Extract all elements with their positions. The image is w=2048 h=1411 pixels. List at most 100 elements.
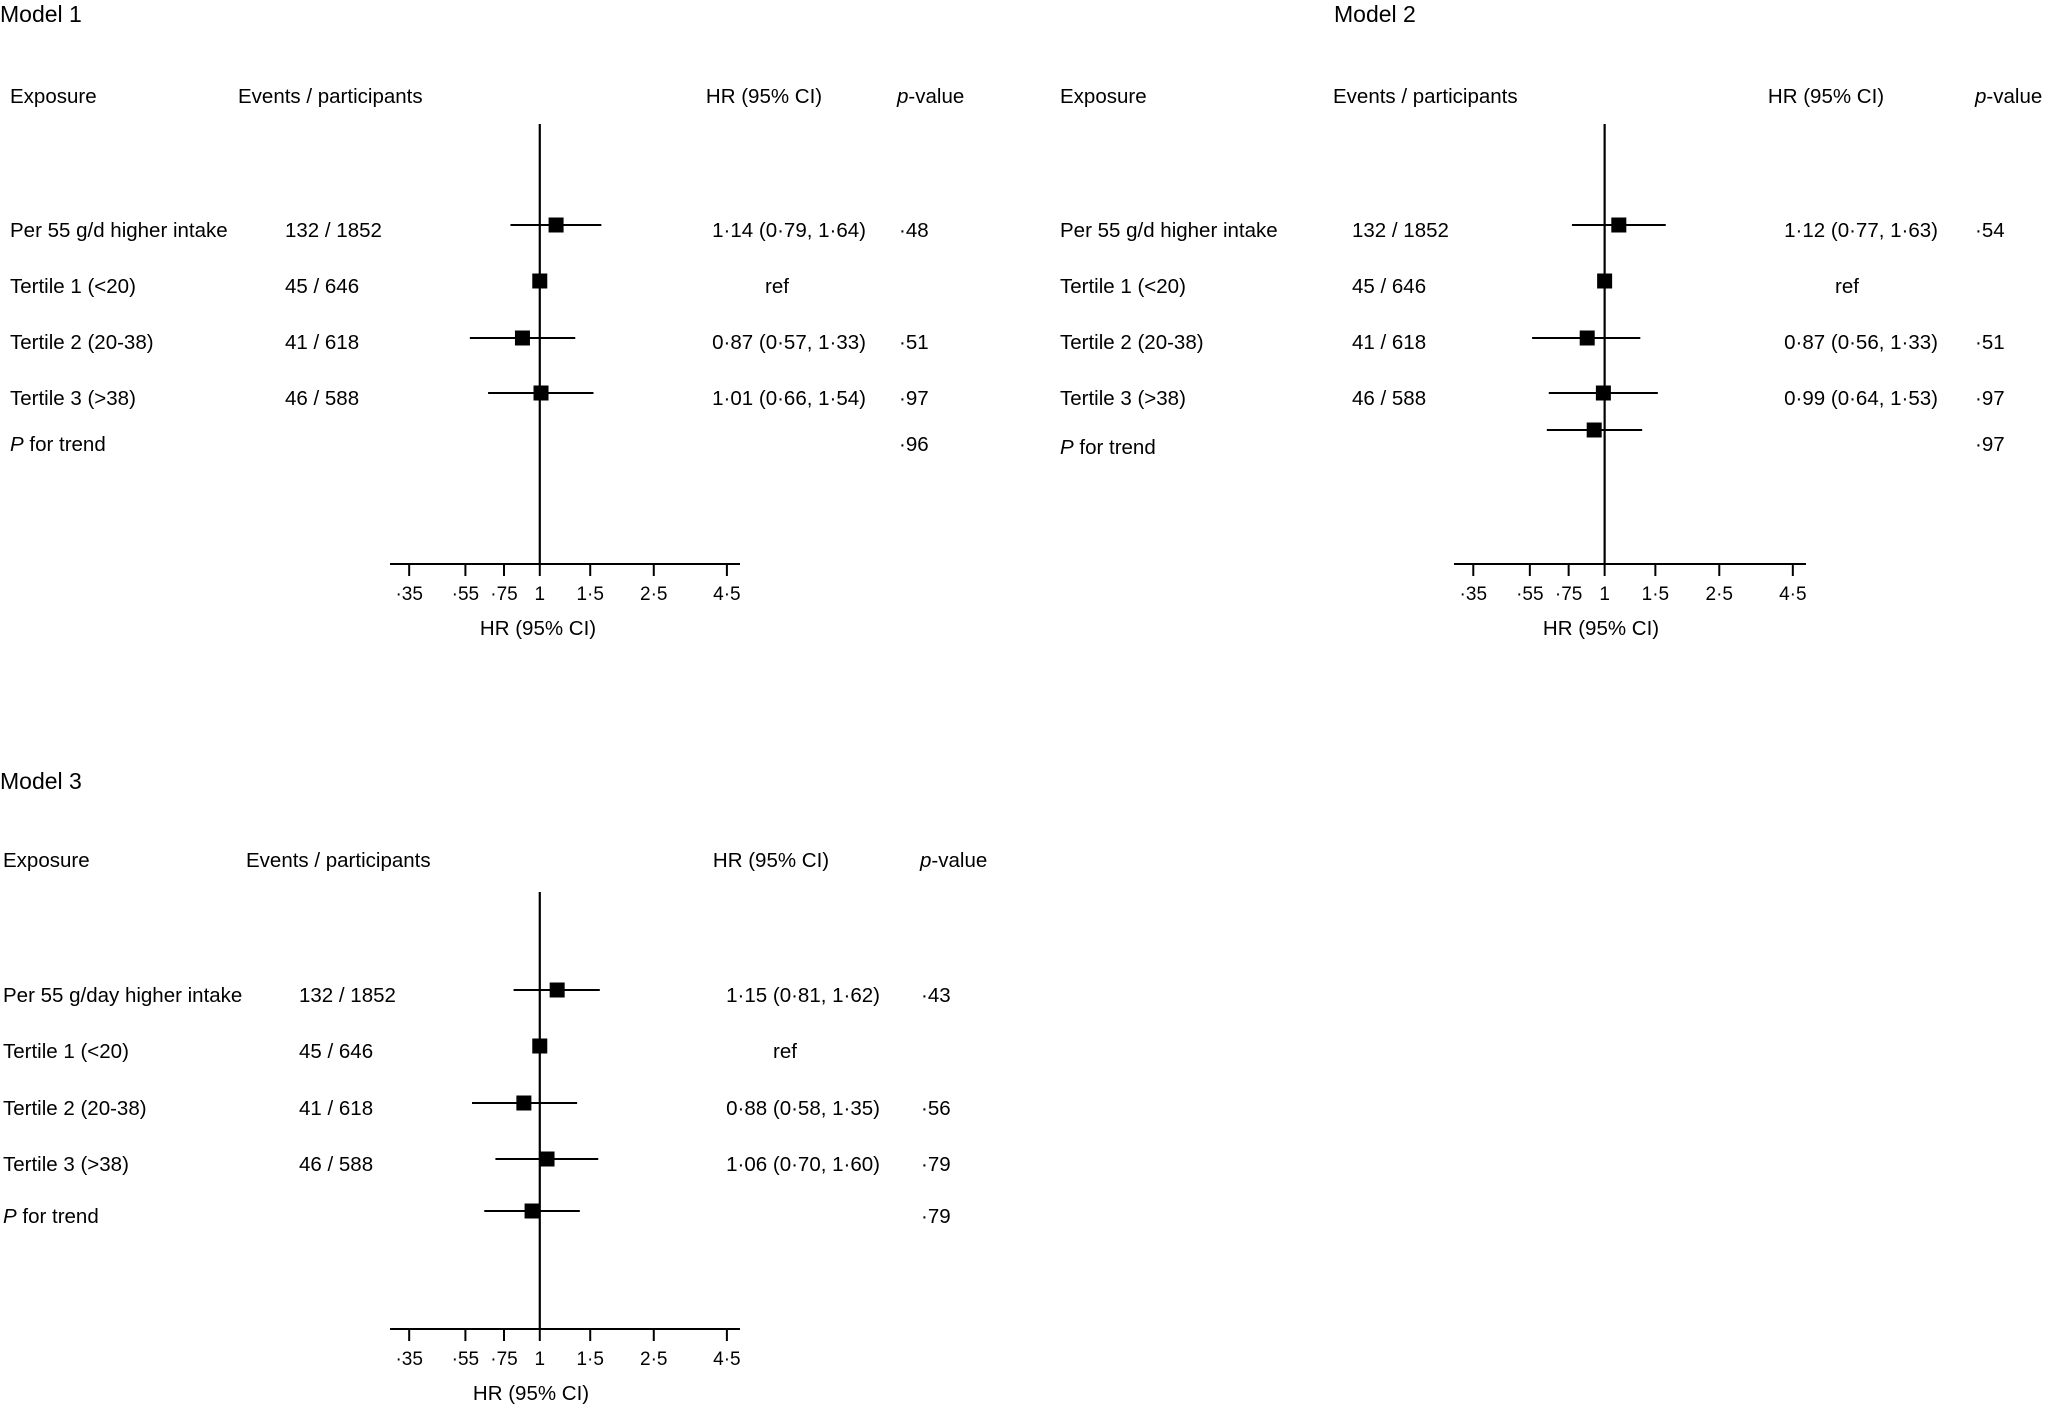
x-tick-label: 4·5 [1779,584,1806,605]
hr-point [514,330,530,346]
x-tick-label: 1 [534,584,545,605]
x-tick-label: ·75 [1555,584,1582,605]
trend-p-italic: P [10,433,24,456]
hr-point [532,273,548,289]
row-label: Tertile 3 (>38) [1060,387,1186,410]
hr-point [1586,422,1602,438]
panel-title: Model 2 [1334,1,1416,27]
row-label: Per 55 g/d higher intake [10,219,228,242]
panel-title: Model 1 [0,1,82,27]
hr-point [1597,273,1613,289]
row-label: Tertile 2 (20-38) [1060,331,1204,354]
hr-point [549,982,565,998]
p-italic: p [1975,85,1987,108]
header-events: Events / participants [246,849,431,872]
x-tick-label: ·35 [395,1349,422,1370]
x-tick-label: 1 [1599,584,1610,605]
x-tick-label: ·55 [1516,584,1543,605]
hr-point [1595,385,1611,401]
row-events: 45 / 646 [299,1040,374,1063]
row-p: ·51 [899,331,929,354]
row-hr: 1·15 (0·81, 1·62) [726,984,880,1007]
row-p: ·54 [1975,219,2005,242]
header-p-value: p-value [897,85,965,108]
row-events: 46 / 588 [285,387,360,410]
x-tick-label: 4·5 [713,584,740,605]
row-p: ·43 [921,984,951,1007]
row-p: ·79 [921,1205,951,1228]
row-events: 132 / 1852 [299,984,396,1007]
row-p: ·97 [1975,387,2005,410]
x-tick-label: 1·5 [576,584,603,605]
row-events: 45 / 646 [285,275,360,298]
p-italic: p [897,85,909,108]
p-italic: p [920,849,932,872]
forest-plot: ·35 ·55 ·75 1 1·5 2·5 4·5 [1454,124,1807,605]
x-tick-label: ·75 [490,1349,517,1370]
row-label: Tertile 1 (<20) [10,275,136,298]
axis-title: HR (95% CI) [472,1382,590,1405]
row-events: 132 / 1852 [1352,219,1449,242]
trend-label: P for trend [3,1205,99,1228]
x-tick-label: ·55 [452,584,479,605]
row-label: Per 55 g/day higher intake [3,984,243,1007]
panel-title: Model 3 [0,768,82,794]
hr-point [524,1203,540,1219]
trend-label: P for trend [1060,436,1156,459]
p-rest: -value [931,849,988,872]
row-label: Per 55 g/d higher intake [1060,219,1278,242]
row-hr: ref [765,275,789,298]
hr-point [533,385,549,401]
hr-point [548,217,564,233]
header-p-value: p-value [920,849,988,872]
trend-rest: for trend [1073,436,1156,459]
axis-title: HR (95% CI) [1542,617,1660,640]
row-events: 45 / 646 [1352,275,1427,298]
row-p: ·96 [899,433,929,456]
row-p: ·79 [921,1153,951,1176]
hr-point [539,1151,555,1167]
x-tick-label: ·35 [395,584,422,605]
trend-rest: for trend [16,1205,99,1228]
hr-point [1579,330,1595,346]
header-events: Events / participants [1333,85,1518,108]
p-rest: -value [1986,85,2043,108]
forest-panel-model-1: Model 1 Exposure Events / participants H… [0,0,1000,660]
forest-panel-model-3: Model 3 Exposure Events / participants H… [0,764,1000,1411]
row-events: 46 / 588 [1352,387,1427,410]
row-hr: 1·12 (0·77, 1·63) [1784,219,1938,242]
x-tick-label: 4·5 [713,1349,740,1370]
trend-p-italic: P [1060,436,1074,459]
trend-label: P for trend [10,433,106,456]
x-tick-label: 2·5 [640,584,667,605]
x-tick-label: 1 [534,1349,545,1370]
x-tick-label: 2·5 [640,1349,667,1370]
trend-rest: for trend [23,433,106,456]
row-events: 41 / 618 [1352,331,1427,354]
header-exposure: Exposure [1060,85,1147,108]
header-exposure: Exposure [10,85,97,108]
header-events: Events / participants [238,85,423,108]
row-p: ·48 [899,219,929,242]
header-p-value: p-value [1975,85,2043,108]
forest-plot: ·35 ·55 ·75 1 1·5 2·5 4·5 [390,892,741,1370]
header-hr: HR (95% CI) [1767,85,1885,108]
header-hr: HR (95% CI) [712,849,830,872]
row-label: Tertile 2 (20-38) [3,1097,147,1120]
x-tick-label: 1·5 [1642,584,1669,605]
axis-title: HR (95% CI) [479,617,597,640]
hr-point [532,1038,548,1054]
row-hr: 0·87 (0·56, 1·33) [1784,331,1938,354]
row-hr: ref [1835,275,1859,298]
hr-point [516,1095,532,1111]
row-p: ·97 [899,387,929,410]
x-tick-label: ·35 [1460,584,1487,605]
row-label: Tertile 1 (<20) [1060,275,1186,298]
x-tick-label: 1·5 [576,1349,603,1370]
x-tick-label: ·55 [452,1349,479,1370]
p-rest: -value [908,85,965,108]
row-events: 46 / 588 [299,1153,374,1176]
row-p: ·56 [921,1097,951,1120]
row-p: ·97 [1975,433,2005,456]
forest-plot: ·35 ·55 ·75 1 1·5 2·5 4·5 [390,124,741,605]
